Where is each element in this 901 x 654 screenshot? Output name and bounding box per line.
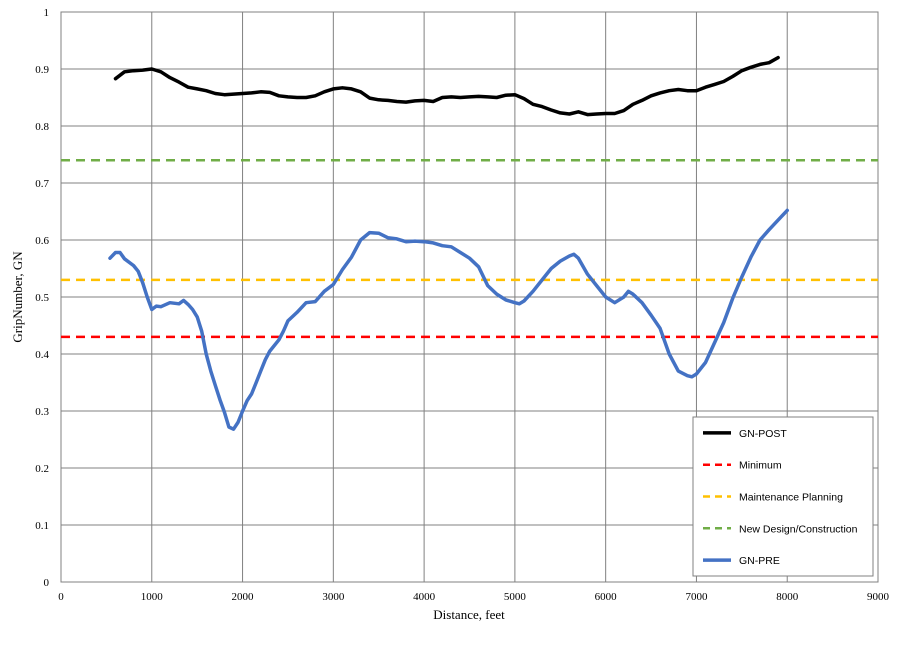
data-series	[108, 55, 789, 431]
legend-label-minimum: Minimum	[739, 460, 782, 472]
legend-box	[692, 416, 874, 577]
x-tick-label: 6000	[595, 591, 618, 603]
y-tick-label: 0.1	[35, 520, 49, 532]
y-tick-label: 1	[44, 7, 50, 19]
legend-label-gn-post: GN-POST	[739, 428, 787, 440]
y-tick-label: 0	[44, 577, 50, 589]
x-tick-label: 7000	[685, 591, 708, 603]
y-tick-label: 0.3	[35, 406, 49, 418]
x-tick-label: 3000	[322, 591, 345, 603]
x-tick-label: 9000	[867, 591, 890, 603]
x-tick-label: 5000	[504, 591, 527, 603]
x-tick-label: 1000	[141, 591, 164, 603]
x-tick-label: 8000	[776, 591, 799, 603]
series-line-gn-post	[113, 55, 780, 117]
legend-label-new-design-construction: New Design/Construction	[739, 523, 858, 535]
x-tick-label: 0	[58, 591, 64, 603]
legend-label-gn-pre: GN-PRE	[739, 555, 780, 567]
legend-label-maintenance-planning: Maintenance Planning	[739, 492, 843, 504]
y-tick-label: 0.7	[35, 178, 49, 190]
x-tick-label: 4000	[413, 591, 436, 603]
y-tick-label: 0.4	[35, 349, 49, 361]
tick-labels: 0 1000 2000 3000 4000 5000 6000 7000 8000 9000 0 0.…	[35, 7, 889, 603]
y-tick-label: 0.6	[35, 235, 49, 247]
legend: GN-POST Minimum Maintenance Planning New De…	[692, 416, 874, 577]
y-tick-label: 0.2	[35, 463, 49, 475]
x-tick-label: 2000	[232, 591, 255, 603]
x-axis-title: Distance, feet	[433, 607, 505, 622]
y-tick-label: 0.8	[35, 121, 49, 133]
y-axis-title: GripNumber, GN	[10, 251, 25, 343]
y-tick-label: 0.9	[35, 64, 49, 76]
y-tick-label: 0.5	[35, 292, 49, 304]
series-line-gn-pre	[108, 208, 789, 431]
